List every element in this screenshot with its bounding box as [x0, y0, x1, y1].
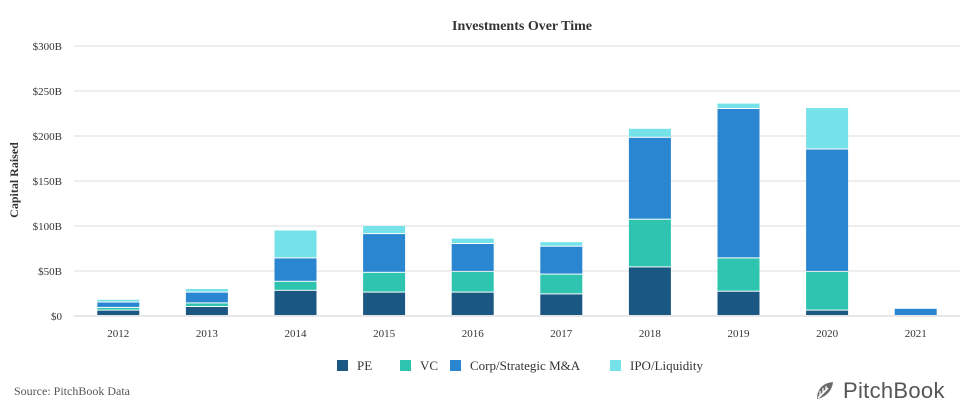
bar-segment [363, 272, 406, 292]
bar-segment [363, 234, 406, 272]
bar-segment [185, 292, 228, 303]
y-tick-label: $200B [33, 131, 62, 143]
bar-segment [717, 258, 760, 291]
bar-segment [185, 289, 228, 292]
legend-swatch [400, 360, 411, 371]
bar-segment [628, 219, 671, 267]
bar-segment [451, 244, 494, 271]
bar-segment [451, 238, 494, 243]
bar-segment [185, 303, 228, 306]
legend-swatch [610, 360, 621, 371]
y-tick-label: $0 [51, 311, 63, 323]
bar-segment [97, 302, 140, 307]
legend-swatch [450, 360, 461, 371]
pitchbook-leaf-icon [817, 382, 833, 399]
y-tick-label: $250B [33, 86, 62, 98]
y-axis-label: Capital Raised [7, 142, 21, 218]
x-tick-label: 2016 [462, 328, 485, 340]
x-tick-label: 2021 [905, 328, 927, 340]
bar-segment [451, 271, 494, 292]
legend-label: PE [357, 358, 372, 373]
x-tick-label: 2015 [373, 328, 396, 340]
bar-segment [363, 226, 406, 234]
y-tick-label: $50B [38, 266, 62, 278]
bar-segment [806, 149, 849, 271]
legend-swatch [337, 360, 348, 371]
bar-segment [540, 242, 583, 246]
bar-segment [717, 291, 760, 315]
x-tick-label: 2018 [639, 328, 662, 340]
source-note: Source: PitchBook Data [14, 384, 130, 398]
bar-segment [806, 310, 849, 315]
bar-segment [451, 292, 494, 315]
y-axis-ticks: $0 $50B $100B $150B $200B $250B $300B [33, 41, 63, 323]
legend-label: Corp/Strategic M&A [470, 358, 581, 373]
bar-segment [274, 281, 317, 290]
legend-label: IPO/Liquidity [630, 358, 703, 373]
x-tick-label: 2019 [728, 328, 751, 340]
y-tick-label: $150B [33, 176, 62, 188]
gridlines [74, 45, 960, 317]
bar-segment [806, 108, 849, 149]
bar-segment [806, 271, 849, 310]
brand-logo: PitchBook [813, 378, 945, 404]
legend-label: VC [420, 358, 438, 373]
bar-segment [540, 274, 583, 294]
y-tick-label: $100B [33, 221, 62, 233]
bar-segment [540, 294, 583, 315]
bar-segment [540, 246, 583, 274]
x-tick-label: 2020 [816, 328, 839, 340]
bar-segment [97, 310, 140, 315]
chart-title: Investments Over Time [452, 19, 592, 34]
x-tick-label: 2017 [550, 328, 573, 340]
bar-segment [628, 128, 671, 137]
bars [97, 103, 937, 315]
x-tick-label: 2013 [196, 328, 219, 340]
bar-segment [717, 109, 760, 258]
bar-segment [628, 267, 671, 315]
bar-segment [97, 299, 140, 302]
bar-segment [274, 230, 317, 258]
bar-segment [363, 292, 406, 315]
legend: PE VC Corp/Strategic M&A IPO/Liquidity [337, 358, 703, 373]
bar-segment [97, 307, 140, 310]
bar-segment [894, 308, 937, 315]
bar-segment [274, 290, 317, 315]
brand-name: PitchBook [843, 378, 945, 403]
bar-segment [185, 307, 228, 315]
bar-segment [628, 137, 671, 219]
bar-segment [717, 103, 760, 108]
bar-segment [274, 258, 317, 281]
x-tick-label: 2014 [285, 328, 308, 340]
y-tick-label: $300B [33, 41, 62, 53]
x-axis-ticks: 2012 2013 2014 2015 2016 2017 2018 2019 2020 2021 [107, 328, 926, 340]
x-tick-label: 2012 [107, 328, 129, 340]
